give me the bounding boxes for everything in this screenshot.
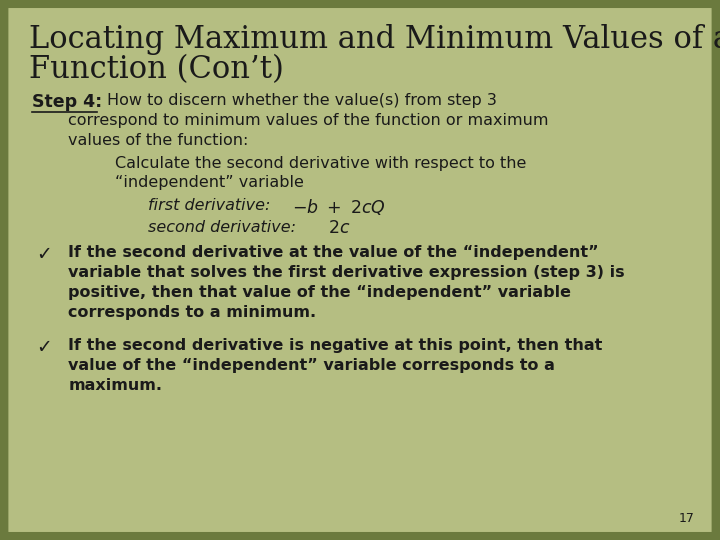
Text: second derivative:: second derivative: — [148, 220, 296, 235]
Text: maximum.: maximum. — [68, 378, 163, 393]
Text: 17: 17 — [679, 512, 695, 525]
Text: ✓: ✓ — [36, 338, 52, 357]
Text: $2c$: $2c$ — [328, 219, 350, 237]
Text: corresponds to a minimum.: corresponds to a minimum. — [68, 305, 317, 320]
Text: correspond to minimum values of the function or maximum: correspond to minimum values of the func… — [68, 113, 549, 129]
Text: variable that solves the first derivative expression (step 3) is: variable that solves the first derivativ… — [68, 265, 625, 280]
Text: Locating Maximum and Minimum Values of a: Locating Maximum and Minimum Values of a — [29, 24, 720, 55]
Text: Step 4:: Step 4: — [32, 93, 103, 111]
Text: Calculate the second derivative with respect to the: Calculate the second derivative with res… — [115, 156, 526, 171]
Text: If the second derivative at the value of the “independent”: If the second derivative at the value of… — [68, 245, 599, 260]
Text: first derivative:: first derivative: — [148, 198, 270, 213]
Text: Function (Con’t): Function (Con’t) — [29, 54, 284, 85]
Text: value of the “independent” variable corresponds to a: value of the “independent” variable corr… — [68, 358, 555, 373]
Text: “independent” variable: “independent” variable — [115, 175, 304, 190]
Text: How to discern whether the value(s) from step 3: How to discern whether the value(s) from… — [107, 93, 496, 108]
Text: If the second derivative is negative at this point, then that: If the second derivative is negative at … — [68, 338, 603, 353]
Text: ✓: ✓ — [36, 245, 52, 264]
Text: $-b\ +\ 2cQ$: $-b\ +\ 2cQ$ — [292, 197, 385, 217]
Text: positive, then that value of the “independent” variable: positive, then that value of the “indepe… — [68, 285, 572, 300]
Text: values of the function:: values of the function: — [68, 133, 249, 148]
